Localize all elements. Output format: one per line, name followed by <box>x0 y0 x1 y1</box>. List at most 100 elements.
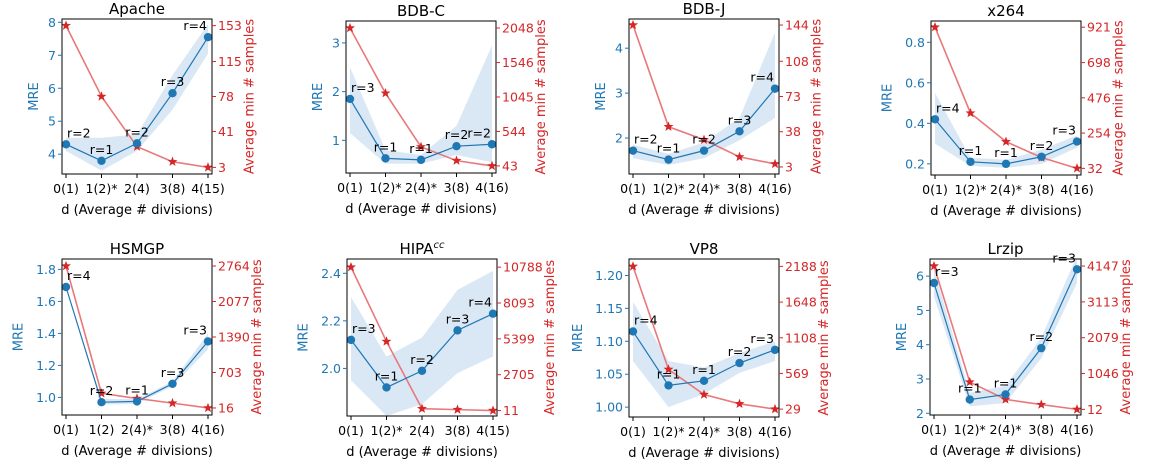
y2-axis-label: Average min # samples <box>809 19 824 174</box>
y2-axis-label: Average min # samples <box>534 19 549 174</box>
y2-tick-label: 3 <box>218 160 226 175</box>
x-tick-label: 0(1) <box>53 181 79 196</box>
y2-tick-label: 29 <box>785 402 801 417</box>
point-label: r=1 <box>958 381 982 396</box>
y-tick-label: 1.0 <box>36 390 56 405</box>
y-tick-label: 5 <box>48 114 56 129</box>
point-label: r=3 <box>352 321 376 336</box>
point-label: r=1 <box>375 368 399 383</box>
mre-marker <box>1072 137 1081 146</box>
chart-title: VP8 <box>690 240 719 258</box>
samples-marker <box>1072 404 1081 414</box>
y2-tick-label: 11 <box>503 403 519 418</box>
x-tick-label: 4(15) <box>191 181 225 196</box>
y2-tick-label: 2079 <box>1087 330 1119 345</box>
mre-marker <box>664 381 673 390</box>
chart-panel-7: r=4 r=1 r=1 r=2r=3 VP8 0(1) 1(2)* 2(4)* 3(8) 4(16… <box>571 240 832 461</box>
y2-tick-label: 73 <box>785 89 801 104</box>
y-tick-label: 2.4 <box>321 266 341 281</box>
point-label: r=1 <box>994 145 1018 160</box>
mre-marker <box>452 142 461 151</box>
chart-panel-8: r=3 r=1 r=1 r=2 r=3 Lrzip 0(1) 1(2)* 2(4)* 3(8) 4(… <box>895 240 1134 459</box>
point-label: r=4 <box>468 295 492 310</box>
point-label: r=2 <box>410 352 434 367</box>
x-axis-label: d (Average # divisions) <box>61 203 213 218</box>
mre-marker <box>62 140 71 149</box>
x-tick-label: 2(4) <box>124 181 150 196</box>
samples-marker <box>1000 394 1011 404</box>
point-label: r=3 <box>446 311 470 326</box>
point-label: r=1 <box>125 382 149 397</box>
y-tick-label: 3 <box>332 35 340 50</box>
plot-area <box>930 259 1081 414</box>
y-axis-label: MRE <box>881 84 896 112</box>
mre-band <box>351 270 493 416</box>
y-tick-label: 3 <box>615 86 623 101</box>
chart-title: BDB-C <box>397 2 445 20</box>
x-tick-label: 3(8) <box>727 181 753 196</box>
x-axis-label: d (Average # divisions) <box>628 446 780 461</box>
samples-marker <box>629 19 638 30</box>
samples-marker <box>167 397 178 408</box>
y-tick-label: 4 <box>615 41 623 56</box>
x-tick-label: 3(8) <box>727 424 753 439</box>
chart-title: x264 <box>987 2 1025 20</box>
x-tick-label: 0(1) <box>922 182 948 197</box>
x-tick-label: 3(8) <box>160 181 186 196</box>
mre-marker <box>487 140 496 149</box>
point-label: r=1 <box>90 142 114 157</box>
samples-marker <box>734 151 745 162</box>
y2-tick-label: 38 <box>785 124 801 139</box>
y-tick-label: 5 <box>916 303 924 318</box>
y2-tick-label: 698 <box>1087 55 1111 70</box>
samples-marker <box>488 405 497 415</box>
mre-marker <box>62 282 71 292</box>
mre-marker <box>699 146 709 155</box>
x-tick-label: 3(8) <box>1029 182 1055 197</box>
point-label: r=1 <box>692 362 716 377</box>
samples-marker <box>381 336 392 346</box>
point-label: r=2 <box>1029 329 1053 344</box>
y2-tick-label: 1546 <box>502 55 534 70</box>
x-tick-label: 0(1) <box>338 423 364 438</box>
x-tick-label: 0(1) <box>620 424 646 439</box>
mre-marker <box>770 84 779 93</box>
samples-marker <box>964 376 975 387</box>
samples-marker <box>96 91 107 101</box>
y-tick-label: 1 <box>332 133 340 148</box>
x-tick-label: 4(16) <box>191 422 225 437</box>
y-axis-label: MRE <box>311 83 326 111</box>
y-tick-label: 1.8 <box>36 262 56 277</box>
y-tick-label: 0.2 <box>905 156 925 171</box>
point-label: r=1 <box>994 375 1018 390</box>
mre-marker <box>488 309 497 318</box>
x-tick-label: 2(4)* <box>121 422 153 437</box>
mre-marker <box>699 376 709 385</box>
point-label: r=3 <box>1052 123 1076 138</box>
y2-tick-label: 78 <box>218 89 234 104</box>
y-tick-label: 1.2 <box>36 358 56 373</box>
chart-title: BDB-J <box>683 0 726 18</box>
point-label: r=2 <box>90 383 114 398</box>
plot-area <box>62 260 212 413</box>
samples-marker <box>203 162 212 172</box>
samples-marker <box>930 260 939 271</box>
samples-marker <box>62 260 71 271</box>
point-label: r=2 <box>728 344 752 359</box>
mre-marker <box>382 383 391 392</box>
x-tick-label: 4(16) <box>758 424 792 439</box>
point-label: r=3 <box>935 264 959 279</box>
mre-marker <box>1001 159 1011 169</box>
y2-tick-label: 921 <box>1087 20 1111 35</box>
y-axis-label: MRE <box>571 324 586 352</box>
y-axis-label: MRE <box>297 323 312 351</box>
mre-marker <box>203 337 212 346</box>
y-tick-label: 6 <box>48 81 56 96</box>
point-label: r=3 <box>1052 250 1076 265</box>
samples-marker <box>663 364 674 374</box>
mre-marker <box>770 345 779 355</box>
mre-marker <box>381 154 390 163</box>
y2-tick-label: 115 <box>218 54 242 69</box>
